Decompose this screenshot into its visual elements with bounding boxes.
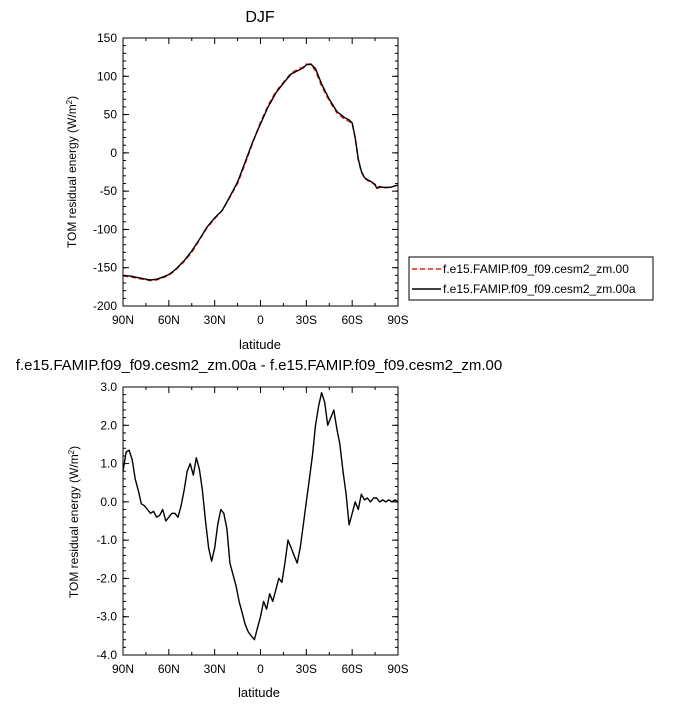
top-y-axis: -200 -150 -100 -50 0 50 100 150 [93, 31, 398, 313]
top-series-line-1 [122, 63, 399, 281]
top-x-axis: 90N 60N 30N 0 30S 60S 90S [112, 38, 409, 327]
bottom-y-axis-label-main: TOM residual energy (W/m [67, 454, 81, 598]
bottom-x-axis-label: latitude [238, 685, 280, 700]
top-x-tick-label: 30N [204, 313, 226, 327]
bottom-y-tick-label: -1.0 [96, 533, 117, 547]
top-y-axis-label: TOM residual energy (W/m2) [65, 96, 80, 248]
bottom-series-line-0 [122, 392, 399, 641]
bottom-x-tick-label: 0 [257, 662, 264, 676]
top-x-tick-label: 30S [296, 313, 317, 327]
bottom-panel: f.e15.FAMIP.f09_f09.cesm2_zm.00a - f.e15… [16, 357, 502, 700]
bottom-y-axis-label: TOM residual energy (W/m2) [67, 446, 82, 598]
bottom-x-tick-label: 60N [158, 662, 180, 676]
bottom-x-tick-label: 90N [112, 662, 134, 676]
bottom-series-group [122, 392, 399, 641]
bottom-y-axis: -4.0 -3.0 -2.0 -1.0 0.0 1.0 2.0 3.0 [96, 380, 398, 662]
top-y-axis-label-sup: 2 [65, 99, 74, 104]
bottom-x-tick-label: 30S [296, 662, 317, 676]
top-y-tick-label: -200 [93, 299, 117, 313]
top-plot-frame [122, 37, 399, 307]
bottom-y-tick-label: 2.0 [100, 418, 117, 432]
top-panel: DJF 90N 60N 30N 0 30S 60S 90S -200 -150 -100 -50 0… [65, 9, 654, 352]
top-y-tick-label: -150 [93, 261, 117, 275]
legend: f.e15.FAMIP.f09_f09.cesm2_zm.00 f.e15.FA… [408, 256, 654, 301]
top-y-tick-label: -100 [93, 222, 117, 236]
top-y-tick-label: 100 [97, 69, 117, 83]
legend-label-00: f.e15.FAMIP.f09_f09.cesm2_zm.00 [443, 262, 629, 276]
bottom-x-tick-label: 90S [387, 662, 408, 676]
bottom-chart-title: f.e15.FAMIP.f09_f09.cesm2_zm.00a - f.e15… [16, 357, 502, 374]
top-y-axis-label-close: ) [65, 96, 79, 100]
top-y-tick-label: 0 [110, 146, 117, 160]
legend-label-00a: f.e15.FAMIP.f09_f09.cesm2_zm.00a [443, 282, 636, 296]
top-x-tick-label: 60N [158, 313, 180, 327]
top-y-tick-label: 50 [104, 108, 118, 122]
bottom-y-axis-label-close: ) [67, 446, 81, 450]
bottom-x-tick-label: 30N [204, 662, 226, 676]
bottom-x-tick-label: 60S [341, 662, 362, 676]
top-x-tick-label: 90N [112, 313, 134, 327]
top-x-axis-label: latitude [239, 337, 281, 352]
legend-box [408, 256, 654, 301]
top-x-tick-label: 0 [257, 313, 264, 327]
bottom-y-tick-label: 1.0 [100, 457, 117, 471]
bottom-y-tick-label: 3.0 [100, 380, 117, 394]
top-y-tick-label: -50 [100, 184, 118, 198]
top-x-tick-label: 60S [341, 313, 362, 327]
bottom-y-tick-label: -2.0 [96, 571, 117, 585]
bottom-y-tick-label: 0.0 [100, 495, 117, 509]
top-series-group [122, 63, 399, 282]
top-x-tick-label: 90S [387, 313, 408, 327]
bottom-y-tick-label: -4.0 [96, 648, 117, 662]
top-y-axis-label-main: TOM residual energy (W/m [65, 104, 79, 248]
bottom-y-axis-label-sup: 2 [67, 449, 76, 454]
top-series-line-0 [122, 63, 399, 282]
top-y-tick-label: 150 [97, 31, 117, 45]
bottom-y-tick-label: -3.0 [96, 610, 117, 624]
bottom-x-axis: 90N 60N 30N 0 30S 60S 90S [112, 387, 409, 676]
top-chart-title: DJF [245, 9, 275, 26]
